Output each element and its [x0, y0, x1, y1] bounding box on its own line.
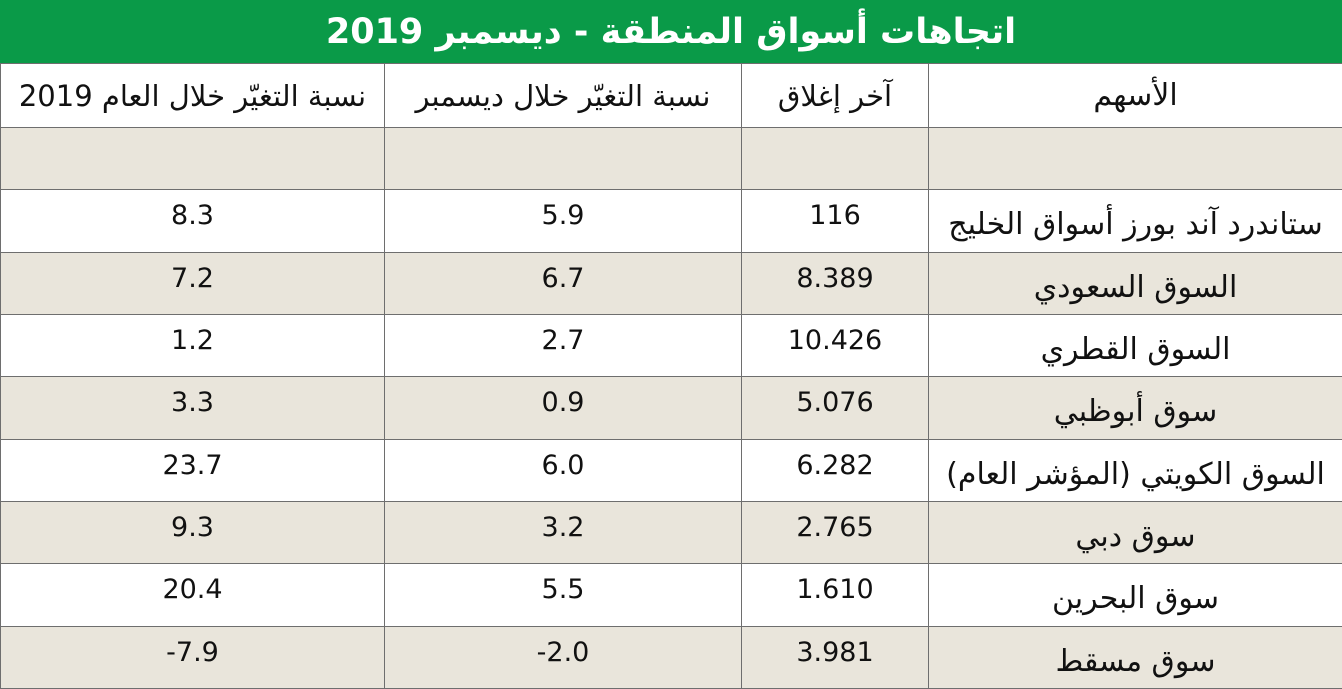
header-stocks: الأسهم [928, 63, 1342, 128]
market-name-cell: سوق دبي [928, 500, 1342, 565]
market-name-cell: سوق أبوظبي [928, 376, 1342, 440]
table-row: سوق أبوظبي 5.076 0.9 3.3 [0, 376, 1342, 440]
last-close-cell: 6.282 [741, 438, 929, 502]
december-change-cell: 6.7 [384, 251, 742, 315]
table-row: السوق الكويتي (المؤشر العام) 6.282 6.0 23.7 [0, 438, 1342, 502]
market-name-cell: سوق مسقط [928, 625, 1342, 689]
market-name-cell: السوق السعودي [928, 251, 1342, 315]
table-row: السوق السعودي 8.389 6.7 7.2 [0, 251, 1342, 315]
market-name-cell [928, 126, 1342, 191]
december-change-cell [384, 126, 742, 191]
table-row [0, 126, 1342, 191]
header-last-close: آخر إغلاق [741, 63, 929, 128]
december-change-cell: 6.0 [384, 438, 742, 502]
year-change-cell: 7.2 [0, 251, 385, 315]
year-change-cell [0, 126, 385, 191]
december-change-cell: 5.9 [384, 189, 742, 253]
year-change-cell: 3.3 [0, 376, 385, 440]
table-row: سوق البحرين 1.610 5.5 20.4 [0, 563, 1342, 627]
last-close-cell: 10.426 [741, 313, 929, 378]
last-close-cell: 5.076 [741, 376, 929, 440]
last-close-cell: 116 [741, 189, 929, 253]
last-close-cell: 8.389 [741, 251, 929, 315]
last-close-cell: 1.610 [741, 563, 929, 627]
table-row: ستاندرد آند بورز أسواق الخليج 116 5.9 8.3 [0, 189, 1342, 253]
table-body: ستاندرد آند بورز أسواق الخليج 116 5.9 8.3 ال… [0, 126, 1342, 689]
december-change-cell: 2.7 [384, 313, 742, 378]
year-change-cell: -7.9 [0, 625, 385, 689]
year-change-cell: 23.7 [0, 438, 385, 502]
december-change-cell: 3.2 [384, 500, 742, 565]
header-december-change: نسبة التغيّر خلال ديسمبر [384, 63, 742, 128]
last-close-cell: 3.981 [741, 625, 929, 689]
year-change-cell: 8.3 [0, 189, 385, 253]
header-year-change: نسبة التغيّر خلال العام 2019 [0, 63, 385, 128]
header-row: الأسهم آخر إغلاق نسبة التغيّر خلال ديسمب… [0, 63, 1342, 128]
last-close-cell: 2.765 [741, 500, 929, 565]
market-name-cell: ستاندرد آند بورز أسواق الخليج [928, 189, 1342, 253]
december-change-cell: 0.9 [384, 376, 742, 440]
table-row: السوق القطري 10.426 2.7 1.2 [0, 313, 1342, 378]
year-change-cell: 9.3 [0, 500, 385, 565]
year-change-cell: 20.4 [0, 563, 385, 627]
table-row: سوق مسقط 3.981 -2.0 -7.9 [0, 625, 1342, 689]
last-close-cell [741, 126, 929, 191]
market-name-cell: السوق الكويتي (المؤشر العام) [928, 438, 1342, 502]
market-name-cell: سوق البحرين [928, 563, 1342, 627]
markets-table: الأسهم آخر إغلاق نسبة التغيّر خلال ديسمب… [0, 63, 1342, 689]
december-change-cell: 5.5 [384, 563, 742, 627]
year-change-cell: 1.2 [0, 313, 385, 378]
december-change-cell: -2.0 [384, 625, 742, 689]
market-name-cell: السوق القطري [928, 313, 1342, 378]
table-title: اتجاهات أسواق المنطقة - ديسمبر 2019 [0, 0, 1342, 63]
table-row: سوق دبي 2.765 3.2 9.3 [0, 500, 1342, 565]
